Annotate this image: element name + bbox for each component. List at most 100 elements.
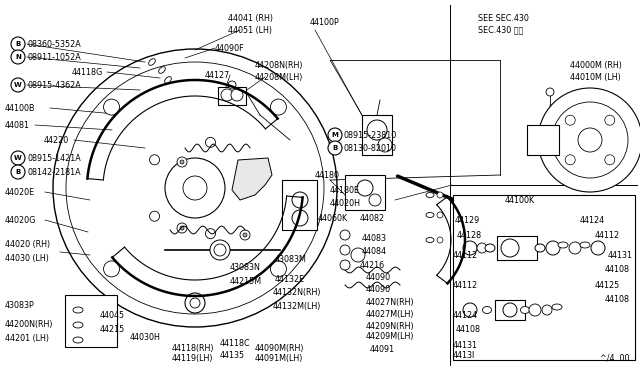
Text: 44131: 44131 — [453, 340, 478, 350]
Text: 44060K: 44060K — [318, 214, 348, 222]
Circle shape — [565, 155, 575, 165]
Circle shape — [150, 155, 159, 165]
Text: 44215M: 44215M — [230, 278, 262, 286]
Ellipse shape — [426, 212, 434, 218]
Ellipse shape — [73, 307, 83, 313]
Text: 44045: 44045 — [100, 311, 125, 320]
Text: 44112: 44112 — [595, 231, 620, 240]
Text: 44119(LH): 44119(LH) — [172, 353, 214, 362]
Text: 44020 (RH): 44020 (RH) — [5, 241, 50, 250]
Bar — [282, 180, 317, 230]
Text: 44124: 44124 — [580, 215, 605, 224]
Circle shape — [183, 176, 207, 200]
Text: 44125: 44125 — [595, 280, 620, 289]
Text: 44051 (LH): 44051 (LH) — [228, 26, 272, 35]
Circle shape — [605, 155, 615, 165]
Text: 4413l: 4413l — [453, 350, 476, 359]
Circle shape — [240, 183, 250, 193]
Circle shape — [214, 244, 226, 256]
Text: B: B — [332, 145, 338, 151]
Ellipse shape — [426, 192, 434, 198]
Ellipse shape — [558, 242, 568, 248]
Circle shape — [351, 248, 365, 262]
Text: 44112: 44112 — [453, 250, 478, 260]
Circle shape — [328, 141, 342, 155]
Bar — [362, 115, 392, 155]
Circle shape — [177, 223, 187, 233]
Text: 44108: 44108 — [605, 266, 630, 275]
Circle shape — [503, 303, 517, 317]
Circle shape — [546, 241, 560, 255]
Text: 08915-23810: 08915-23810 — [344, 131, 397, 140]
Circle shape — [591, 241, 605, 255]
Text: 44000M (RH): 44000M (RH) — [570, 61, 622, 70]
Circle shape — [340, 245, 350, 255]
Text: 44118C: 44118C — [220, 339, 251, 347]
Text: 44020G: 44020G — [5, 215, 36, 224]
Text: 44083: 44083 — [362, 234, 387, 243]
Circle shape — [357, 180, 373, 196]
Ellipse shape — [580, 242, 590, 248]
Text: 08911-1052A: 08911-1052A — [27, 52, 81, 61]
Circle shape — [231, 89, 243, 101]
Circle shape — [243, 233, 247, 237]
Ellipse shape — [426, 237, 434, 243]
Circle shape — [11, 165, 25, 179]
Text: 44129: 44129 — [455, 215, 480, 224]
Text: 44208N(RH): 44208N(RH) — [255, 61, 303, 70]
Ellipse shape — [73, 337, 83, 343]
Text: 43083M: 43083M — [275, 256, 307, 264]
Circle shape — [463, 303, 477, 317]
Text: 43083N: 43083N — [230, 263, 261, 273]
Circle shape — [437, 212, 443, 218]
Bar — [65, 295, 117, 347]
Polygon shape — [232, 158, 272, 200]
Circle shape — [221, 89, 233, 101]
Circle shape — [210, 240, 230, 260]
Text: 44082: 44082 — [360, 214, 385, 222]
Text: B: B — [15, 41, 20, 47]
Text: SEE SEC.430: SEE SEC.430 — [478, 13, 529, 22]
Text: ^/4  00: ^/4 00 — [600, 353, 630, 362]
Text: 44100B: 44100B — [5, 103, 35, 112]
Text: N: N — [15, 54, 21, 60]
Circle shape — [578, 128, 602, 152]
Circle shape — [240, 165, 250, 175]
Text: 44209M(LH): 44209M(LH) — [366, 333, 415, 341]
Text: 08142-2181A: 08142-2181A — [27, 167, 81, 176]
Text: 44132M(LH): 44132M(LH) — [273, 301, 321, 311]
Text: 44135: 44135 — [220, 350, 245, 359]
Circle shape — [340, 230, 350, 240]
Ellipse shape — [53, 49, 337, 327]
Ellipse shape — [148, 59, 156, 65]
Circle shape — [11, 78, 25, 92]
Circle shape — [104, 261, 120, 277]
Circle shape — [205, 137, 216, 147]
Text: 08130-82010: 08130-82010 — [344, 144, 397, 153]
Circle shape — [340, 260, 350, 270]
Circle shape — [501, 239, 519, 257]
Circle shape — [538, 88, 640, 192]
Text: B: B — [15, 169, 20, 175]
Text: 44209N(RH): 44209N(RH) — [366, 321, 415, 330]
Circle shape — [292, 192, 308, 208]
Text: 44128: 44128 — [457, 231, 482, 240]
Circle shape — [369, 194, 381, 206]
Circle shape — [11, 151, 25, 165]
Text: 44200N(RH): 44200N(RH) — [5, 321, 54, 330]
Text: 44215: 44215 — [100, 326, 125, 334]
Text: 44124: 44124 — [453, 311, 478, 320]
Circle shape — [205, 229, 216, 239]
Circle shape — [569, 242, 581, 254]
Text: 44216: 44216 — [360, 260, 385, 269]
Text: 44090: 44090 — [366, 273, 391, 282]
Circle shape — [542, 305, 552, 315]
Text: 44030 (LH): 44030 (LH) — [5, 253, 49, 263]
Circle shape — [367, 120, 387, 140]
Text: 08915-4362A: 08915-4362A — [27, 80, 81, 90]
Text: 44112: 44112 — [453, 280, 478, 289]
Circle shape — [565, 115, 575, 125]
Bar — [218, 87, 246, 105]
Circle shape — [228, 81, 236, 89]
Text: 08915-1421A: 08915-1421A — [27, 154, 81, 163]
